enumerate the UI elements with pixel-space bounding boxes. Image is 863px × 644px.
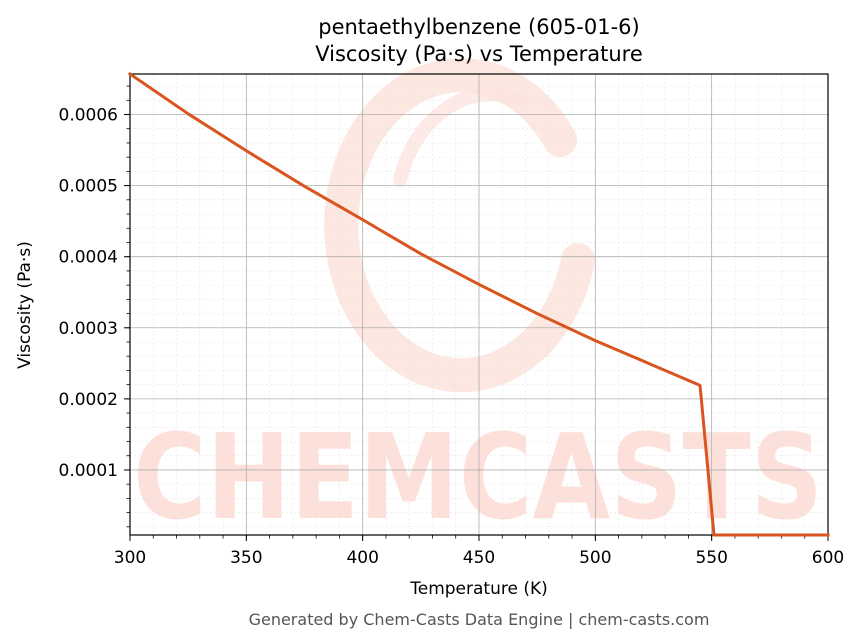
y-tick-label: 0.0001 xyxy=(59,461,118,481)
y-tick-label: 0.0006 xyxy=(59,106,118,126)
y-axis-label: Viscosity (Pa·s) xyxy=(15,241,35,369)
watermark-text: CHEMCASTS xyxy=(133,408,823,546)
axis-ticks xyxy=(124,85,829,541)
x-tick-label: 450 xyxy=(463,548,495,568)
y-tick-label: 0.0005 xyxy=(59,177,118,197)
y-tick-label: 0.0004 xyxy=(59,248,118,268)
x-tick-label: 550 xyxy=(695,548,727,568)
y-tick-label: 0.0002 xyxy=(59,390,118,410)
x-tick-label: 400 xyxy=(346,548,378,568)
x-tick-label: 600 xyxy=(812,548,844,568)
series-line xyxy=(127,71,830,537)
x-tick-label: 300 xyxy=(114,548,146,568)
x-tick-label: 350 xyxy=(230,548,262,568)
chart-subtitle: Viscosity (Pa·s) vs Temperature xyxy=(315,42,643,66)
watermark-swirl-icon xyxy=(324,58,595,393)
footer-credit: Generated by Chem-Casts Data Engine | ch… xyxy=(249,610,710,629)
x-tick-label: 500 xyxy=(579,548,611,568)
major-grid xyxy=(130,74,828,535)
series-layer xyxy=(127,71,830,537)
x-tick-labels: 300 350 400 450 500 550 600 xyxy=(114,548,844,568)
y-tick-labels: 0.0001 0.0002 0.0003 0.0004 0.0005 0.0006 xyxy=(59,106,118,481)
x-axis-label: Temperature (K) xyxy=(409,579,548,599)
chart-title: pentaethylbenzene (605-01-6) xyxy=(318,15,640,39)
y-tick-label: 0.0003 xyxy=(59,319,118,339)
